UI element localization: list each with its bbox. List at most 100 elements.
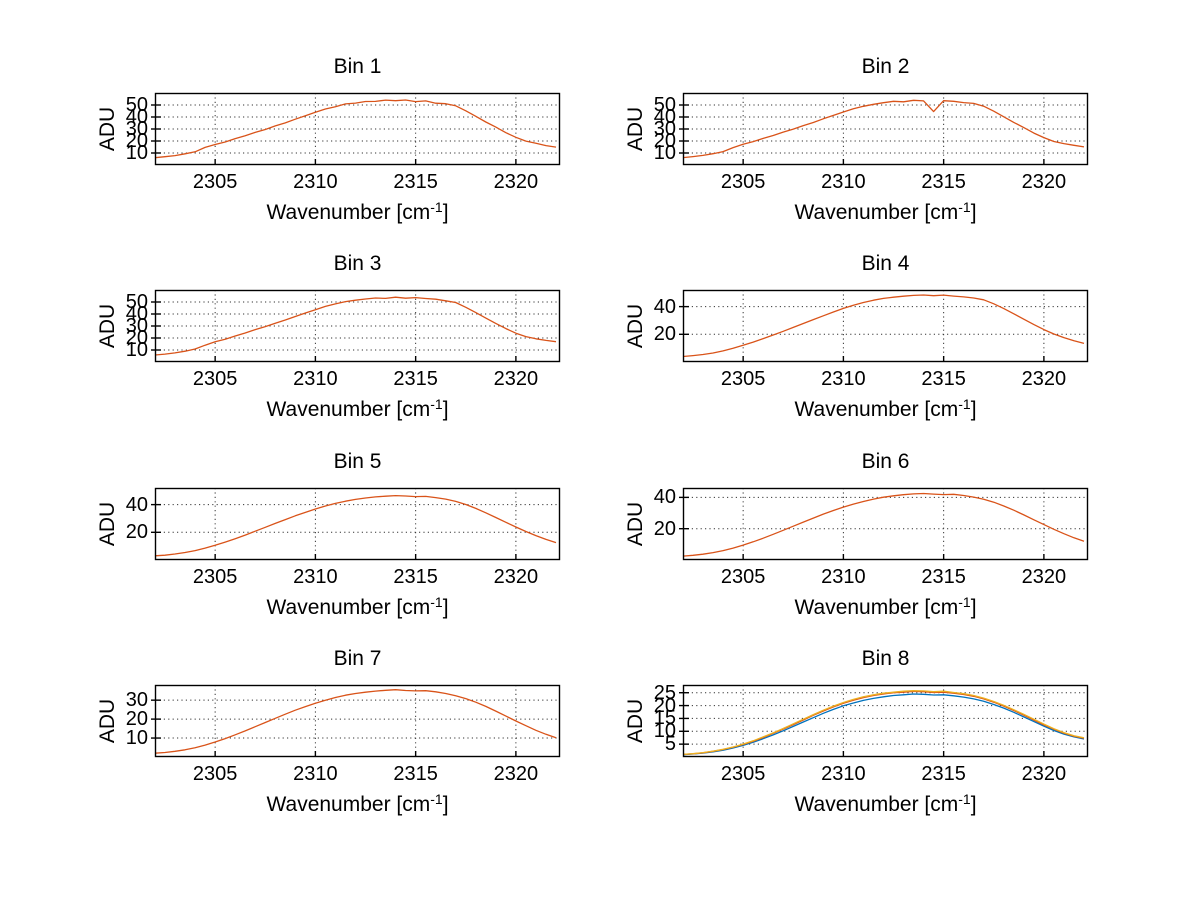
y-tick-label: 10 xyxy=(125,339,148,361)
series-line-orange xyxy=(154,494,557,557)
y-tick-label: 30 xyxy=(125,689,148,712)
x-tick-label: 2310 xyxy=(293,763,338,785)
y-axis-label: ADU xyxy=(93,290,123,362)
x-axis-label: Wavenumber [cm-1] xyxy=(683,594,1088,620)
x-axis-label-close: ] xyxy=(970,398,977,421)
y-tick-label: 20 xyxy=(125,521,148,544)
x-axis-label-text: Wavenumber [cm xyxy=(794,793,959,816)
y-tick-label: 40 xyxy=(653,295,676,318)
y-axis-label: ADU xyxy=(93,488,123,560)
subplot-bin-8: Bin 8 5 10 15 20 25 2305 2310 2315 2320 Wavenumber… xyxy=(624,647,1089,816)
x-axis-label: Wavenumber [cm-1] xyxy=(683,396,1088,422)
y-tick-label: 15 xyxy=(653,707,676,730)
subplot-title: Bin 1 xyxy=(333,55,382,78)
subplot-bin-2: Bin 2 10 20 30 40 50 2305 2310 2315 2320 Wavenumbe… xyxy=(624,55,1089,224)
y-axis-label-text: ADU xyxy=(624,501,647,547)
axis-box xyxy=(154,684,561,758)
x-axis-label-text: Wavenumber [cm xyxy=(794,596,959,619)
x-axis-label-superscript: -1 xyxy=(958,396,971,412)
subplot-title: Bin 2 xyxy=(861,55,910,78)
x-axis-label-superscript: -1 xyxy=(958,594,971,610)
axis-box xyxy=(682,289,1089,363)
x-tick-label: 2305 xyxy=(192,566,238,588)
series-line-orange xyxy=(154,689,557,754)
series-line-yellow xyxy=(682,690,1085,756)
x-tick-label: 2310 xyxy=(293,566,338,588)
y-tick-label: 50 xyxy=(125,291,148,313)
x-tick-label: 2310 xyxy=(821,171,866,193)
x-tick-label: 2315 xyxy=(393,171,438,193)
x-axis-label: Wavenumber [cm-1] xyxy=(683,791,1088,817)
x-axis-label-close: ] xyxy=(442,201,449,224)
y-tick-label: 10 xyxy=(653,720,676,743)
y-tick-label: 10 xyxy=(125,142,148,164)
series-line-orange xyxy=(154,296,557,356)
subplot-bin-6: Bin 6 20 40 2305 2310 2315 2320 Wavenumber [cm-… xyxy=(624,450,1089,619)
x-tick-label: 2320 xyxy=(1021,171,1067,193)
x-tick-label: 2320 xyxy=(493,171,539,193)
subplot-title: Bin 6 xyxy=(861,450,910,473)
subplot-title: Bin 7 xyxy=(333,647,382,670)
y-tick-label: 40 xyxy=(125,106,148,128)
subplot-bin-1: Bin 1 10 20 30 40 50 2305 2310 2315 2320 Wavenumbe… xyxy=(96,55,561,224)
x-tick-label: 2305 xyxy=(192,171,238,193)
x-axis-label-close: ] xyxy=(442,793,449,816)
x-tick-label: 2320 xyxy=(493,368,539,390)
x-tick-label: 2320 xyxy=(493,566,539,588)
y-tick-label: 40 xyxy=(653,486,676,509)
axis-box xyxy=(682,684,1089,758)
subplot-title: Bin 8 xyxy=(861,647,910,670)
x-axis-label-superscript: -1 xyxy=(430,199,443,215)
x-tick-label: 2310 xyxy=(821,566,866,588)
x-tick-label: 2310 xyxy=(293,171,338,193)
subplot-title: Bin 5 xyxy=(333,450,382,473)
x-axis-label-text: Wavenumber [cm xyxy=(794,201,959,224)
x-tick-label: 2315 xyxy=(393,566,438,588)
y-axis-label: ADU xyxy=(93,685,123,757)
x-axis-label-superscript: -1 xyxy=(958,791,971,807)
x-tick-label: 2315 xyxy=(921,566,966,588)
series-line-orange xyxy=(154,99,557,159)
y-tick-label: 20 xyxy=(653,694,676,717)
subplot-bin-4: Bin 4 20 40 2305 2310 2315 2320 Wavenumber [cm-… xyxy=(624,252,1089,421)
y-axis-label-text: ADU xyxy=(624,698,647,744)
x-axis-label-superscript: -1 xyxy=(430,396,443,412)
subplot-bin-7: Bin 7 10 20 30 2305 2310 2315 2320 Wavenumber [c… xyxy=(96,647,561,816)
y-axis-label-text: ADU xyxy=(624,106,647,152)
x-axis-label-close: ] xyxy=(970,201,977,224)
axis-box xyxy=(682,487,1089,561)
x-tick-label: 2315 xyxy=(921,171,966,193)
y-tick-label: 30 xyxy=(653,118,676,140)
x-axis-label-text: Wavenumber [cm xyxy=(266,398,431,421)
y-tick-label: 30 xyxy=(125,118,148,140)
y-tick-label: 40 xyxy=(125,303,148,325)
x-axis-label-superscript: -1 xyxy=(430,791,443,807)
y-tick-label: 40 xyxy=(125,493,148,516)
x-axis-label-close: ] xyxy=(970,793,977,816)
series-line-blue xyxy=(682,693,1085,756)
x-tick-label: 2320 xyxy=(1021,368,1067,390)
x-tick-label: 2320 xyxy=(493,763,539,785)
y-axis-label: ADU xyxy=(93,93,123,165)
x-axis-label-text: Wavenumber [cm xyxy=(266,596,431,619)
x-tick-label: 2315 xyxy=(393,368,438,390)
x-axis-label-text: Wavenumber [cm xyxy=(794,398,959,421)
y-tick-label: 20 xyxy=(653,130,676,152)
y-tick-label: 25 xyxy=(653,681,676,704)
x-axis-label-text: Wavenumber [cm xyxy=(266,201,431,224)
x-axis-label-close: ] xyxy=(970,596,977,619)
y-axis-label: ADU xyxy=(621,488,651,560)
x-tick-label: 2315 xyxy=(921,763,966,785)
y-tick-label: 20 xyxy=(125,327,148,349)
y-tick-label: 20 xyxy=(125,708,148,731)
series-line-orange xyxy=(682,294,1085,358)
x-axis-label-superscript: -1 xyxy=(958,199,971,215)
y-tick-label: 10 xyxy=(125,727,148,750)
plot-area xyxy=(151,289,561,363)
y-axis-label: ADU xyxy=(621,290,651,362)
series-line-orange xyxy=(682,99,1085,159)
y-tick-label: 20 xyxy=(653,323,676,346)
series-line-orange xyxy=(682,492,1085,557)
plot-area xyxy=(151,487,561,561)
